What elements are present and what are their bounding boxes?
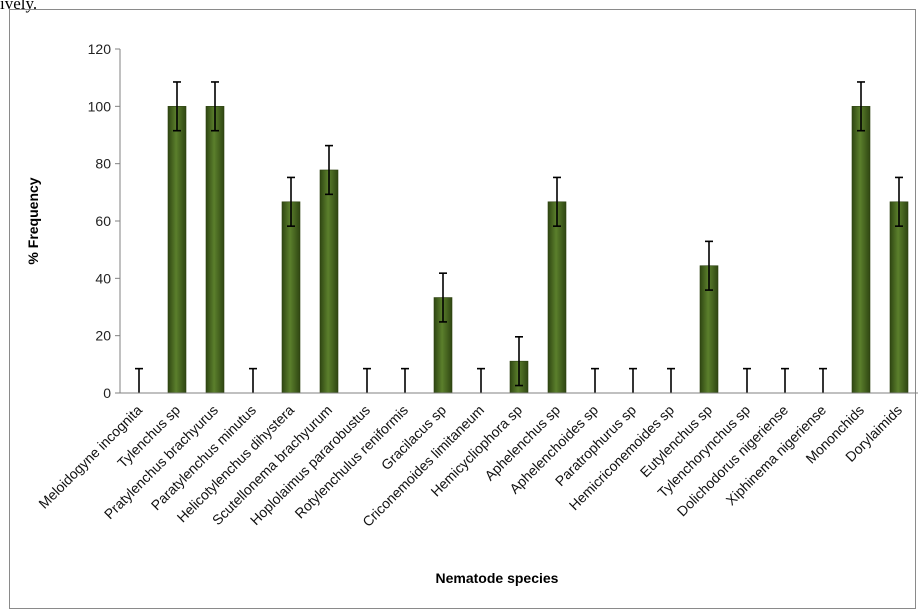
bar: [319, 169, 339, 394]
bar-chart: 0 20 40 60 80 100 120 Meloidogyne incognitaTyl…: [25, 41, 918, 586]
bar: [547, 201, 567, 394]
y-tick-label: 80: [95, 156, 111, 172]
y-tick-label: 60: [95, 213, 111, 229]
y-tick-label: 120: [88, 41, 112, 57]
y-tick-label: 20: [95, 328, 111, 344]
y-tick-label: 0: [103, 385, 111, 401]
x-axis-title: Nematode species: [436, 570, 559, 586]
bar: [205, 106, 225, 394]
bars-layer: [135, 81, 909, 394]
y-axis-title: % Frequency: [25, 177, 41, 264]
bar: [889, 201, 909, 394]
bar: [281, 201, 301, 394]
y-tick-label: 40: [95, 270, 111, 286]
y-ticks: 0 20 40 60 80 100 120: [88, 41, 120, 401]
y-tick-label: 100: [88, 98, 112, 114]
bar: [851, 106, 871, 394]
bar: [167, 106, 187, 394]
